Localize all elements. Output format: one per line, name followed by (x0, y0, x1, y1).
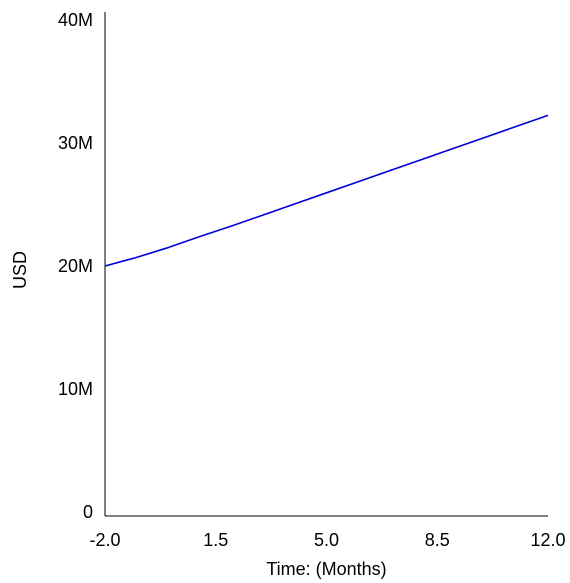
y-tick-labels: 0 10M 20M 30M 40M (58, 10, 93, 522)
x-tick-label: 12.0 (530, 530, 565, 550)
y-tick-label: 0 (83, 502, 93, 522)
y-tick-label: 30M (58, 133, 93, 153)
x-tick-label: 1.5 (203, 530, 228, 550)
series-line (104, 114, 549, 267)
y-axis-title: USD (10, 251, 30, 289)
x-axis-title: Time: (Months) (266, 559, 386, 579)
series-layer (104, 114, 549, 267)
x-tick-label: 8.5 (425, 530, 450, 550)
y-tick-label: 10M (58, 379, 93, 399)
y-tick-label: 40M (58, 10, 93, 30)
y-tick-label: 20M (58, 256, 93, 276)
x-tick-label: 5.0 (314, 530, 339, 550)
x-tick-labels: -2.0 1.5 5.0 8.5 12.0 (89, 530, 565, 550)
x-tick-label: -2.0 (89, 530, 120, 550)
